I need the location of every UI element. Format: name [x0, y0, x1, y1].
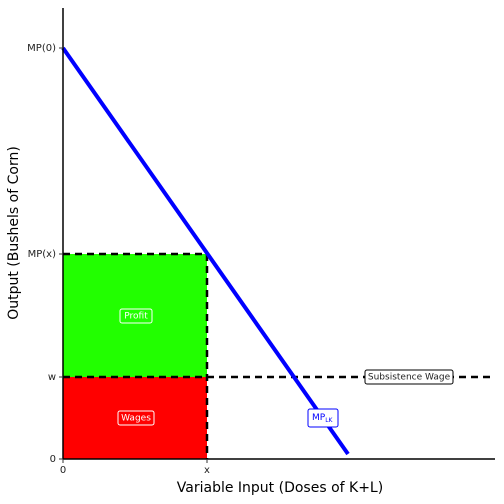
x-axis-title: Variable Input (Doses of K+L)	[177, 480, 383, 496]
wages-label-box	[117, 410, 155, 426]
mp-curve	[61, 46, 350, 456]
tick-marks	[59, 47, 208, 463]
curve-label-main: MP	[312, 413, 326, 423]
curve-label: MPLK	[312, 413, 334, 424]
y-tick-label: 0	[50, 454, 56, 465]
curve-label-sub: LK	[325, 417, 333, 424]
wages-label: Wages	[121, 414, 151, 424]
y-axis-title: Output (Bushels of Corn)	[6, 146, 22, 320]
y-tick-label: MP(0)	[27, 43, 56, 54]
profit-label: Profit	[124, 312, 148, 322]
curve-label-box	[307, 408, 339, 428]
subsistence-label-box	[364, 369, 454, 385]
y-tick-label: MP(x)	[28, 249, 56, 260]
subsistence-label: Subsistence Wage	[368, 373, 451, 383]
profit-label-box	[119, 308, 153, 324]
x-tick-label: x	[204, 465, 210, 476]
x-tick-label: 0	[60, 465, 66, 476]
y-tick-label: w	[48, 372, 56, 383]
